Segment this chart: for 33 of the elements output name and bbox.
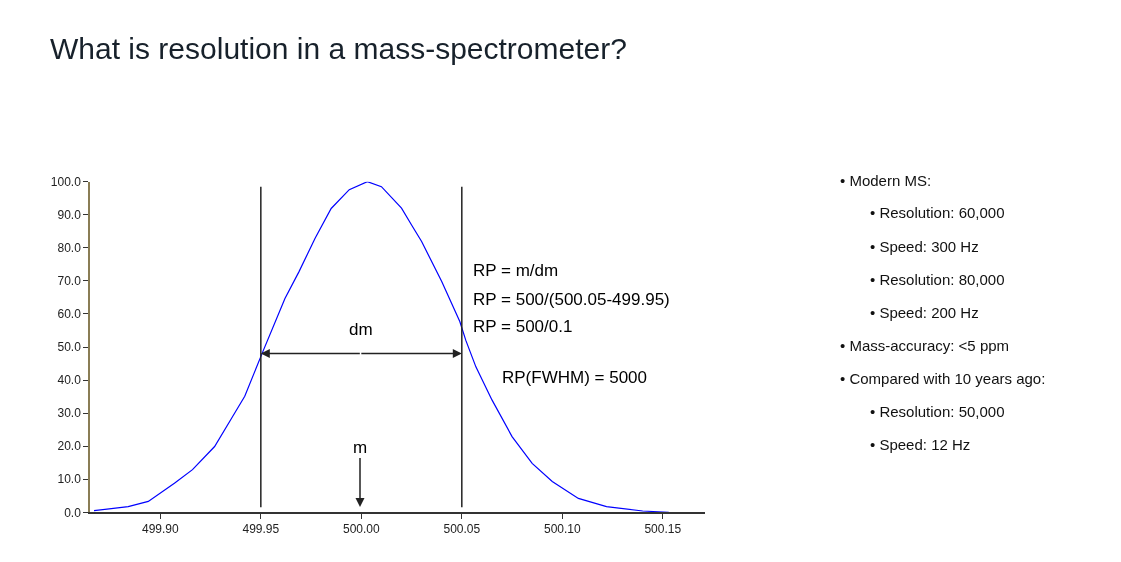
text: • Speed: 200 Hz [870, 304, 979, 321]
y-tick-label: 70.0 [57, 274, 82, 289]
text: • Resolution: 60,000 [870, 204, 1005, 221]
annotation: dm [349, 320, 373, 339]
annotation: RP = m/dm [473, 261, 559, 280]
text: • Resolution: 80,000 [870, 271, 1005, 288]
y-tick-label: 10.0 [57, 472, 82, 487]
y-tick-label: 100.0 [50, 174, 82, 189]
y-tick-label: 20.0 [57, 439, 82, 454]
y-tick-label: 30.0 [57, 406, 82, 421]
text: • Speed: 12 Hz [870, 436, 971, 453]
x-tick-label: 500.00 [342, 522, 380, 537]
x-tick-label: 500.15 [644, 522, 682, 537]
x-tick-label: 499.90 [141, 522, 180, 537]
text: • Resolution: 50,000 [870, 403, 1005, 420]
annotation: m [353, 438, 368, 457]
y-tick-label: 80.0 [57, 241, 82, 256]
y-tick-label: 40.0 [57, 373, 82, 388]
text: • Speed: 300 Hz [870, 238, 979, 255]
x-tick-label: 500.05 [443, 522, 481, 537]
annotation: RP = 500/0.1 [473, 317, 573, 336]
y-tick-label: 60.0 [57, 307, 82, 322]
x-tick-label: 500.10 [543, 522, 581, 537]
text: • Compared with 10 years ago: [840, 370, 1046, 387]
chart-title: What is resolution in a mass-spectrometer? [50, 31, 627, 65]
annotation: RP(FWHM) = 5000 [502, 368, 647, 387]
text: • Mass-accuracy: <5 ppm [840, 337, 1010, 354]
x-tick-label: 499.95 [242, 522, 280, 537]
text: • Modern MS: [840, 172, 932, 189]
y-tick-label: 90.0 [57, 207, 82, 222]
y-tick-label: 0.0 [64, 505, 82, 520]
y-tick-label: 50.0 [57, 340, 82, 355]
annotation: RP = 500/(500.05-499.95) [473, 290, 670, 309]
